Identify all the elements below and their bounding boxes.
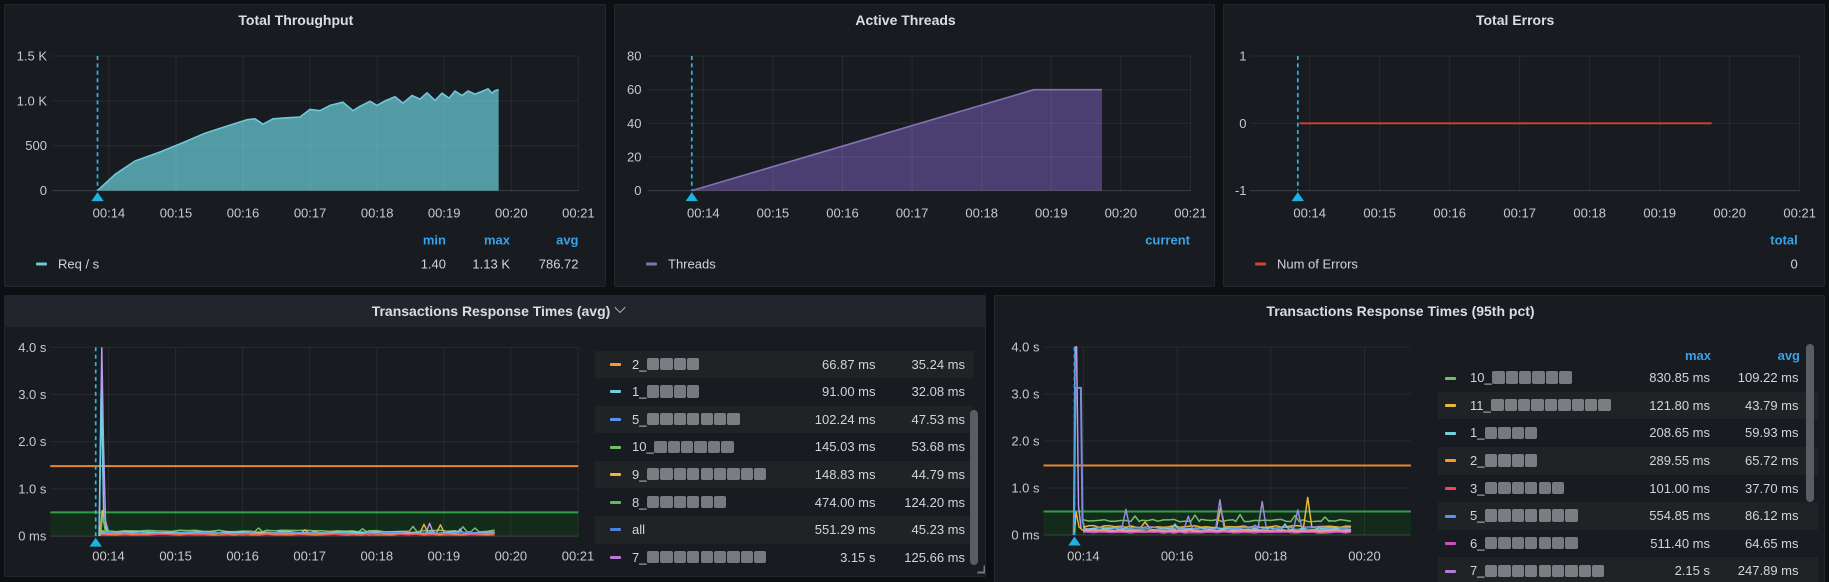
- svg-text:Threads: Threads: [668, 257, 716, 272]
- svg-text:20: 20: [627, 149, 641, 164]
- svg-text:00:14: 00:14: [1294, 206, 1327, 221]
- svg-text:00:18: 00:18: [1574, 206, 1607, 221]
- svg-text:00:16: 00:16: [227, 206, 260, 221]
- svg-text:00:15: 00:15: [160, 206, 193, 221]
- svg-text:min: min: [423, 233, 446, 248]
- svg-text:00:21: 00:21: [1784, 206, 1817, 221]
- svg-text:00:15: 00:15: [756, 206, 789, 221]
- svg-text:1.13 K: 1.13 K: [472, 257, 510, 272]
- svg-text:avg: avg: [556, 233, 578, 248]
- svg-text:500: 500: [25, 138, 47, 153]
- svg-text:current: current: [1145, 233, 1190, 248]
- svg-text:00:21: 00:21: [562, 548, 595, 563]
- svg-text:60: 60: [627, 82, 641, 97]
- svg-text:2.0 s: 2.0 s: [18, 434, 47, 449]
- svg-text:00:14: 00:14: [687, 206, 720, 221]
- svg-text:0 ms: 0 ms: [18, 528, 47, 543]
- svg-text:00:15: 00:15: [159, 548, 192, 563]
- svg-text:00:14: 00:14: [92, 548, 125, 563]
- svg-text:00:19: 00:19: [1644, 206, 1677, 221]
- svg-text:3.0 s: 3.0 s: [1011, 386, 1040, 401]
- svg-text:00:19: 00:19: [428, 548, 461, 563]
- svg-text:00:15: 00:15: [1364, 206, 1397, 221]
- svg-text:Num of Errors: Num of Errors: [1277, 257, 1358, 272]
- svg-text:0 ms: 0 ms: [1011, 527, 1040, 542]
- svg-text:1.40: 1.40: [421, 257, 446, 272]
- svg-text:00:18: 00:18: [361, 548, 394, 563]
- svg-text:Req / s: Req / s: [58, 257, 100, 272]
- svg-text:4.0 s: 4.0 s: [1011, 339, 1040, 354]
- svg-text:4.0 s: 4.0 s: [18, 339, 47, 354]
- svg-text:00:18: 00:18: [1255, 548, 1288, 563]
- svg-text:80: 80: [627, 49, 641, 64]
- svg-text:0: 0: [40, 183, 47, 198]
- svg-text:00:18: 00:18: [361, 206, 394, 221]
- svg-text:00:14: 00:14: [1067, 548, 1100, 563]
- svg-text:00:14: 00:14: [93, 206, 126, 221]
- svg-text:total: total: [1771, 233, 1798, 248]
- svg-text:00:21: 00:21: [1174, 206, 1207, 221]
- svg-text:00:17: 00:17: [1504, 206, 1537, 221]
- svg-text:00:17: 00:17: [294, 206, 327, 221]
- svg-text:0: 0: [1240, 116, 1247, 131]
- svg-text:1.0 s: 1.0 s: [1011, 480, 1040, 495]
- svg-text:00:19: 00:19: [428, 206, 461, 221]
- svg-text:00:17: 00:17: [896, 206, 929, 221]
- svg-text:00:16: 00:16: [226, 548, 259, 563]
- svg-text:00:16: 00:16: [1434, 206, 1467, 221]
- svg-text:00:19: 00:19: [1035, 206, 1068, 221]
- svg-text:3.0 s: 3.0 s: [18, 387, 47, 402]
- svg-text:00:16: 00:16: [826, 206, 859, 221]
- svg-text:00:16: 00:16: [1161, 548, 1194, 563]
- svg-text:1.0 s: 1.0 s: [18, 481, 47, 496]
- svg-text:1.5 K: 1.5 K: [17, 49, 48, 64]
- svg-text:-1: -1: [1235, 183, 1247, 198]
- svg-text:2.0 s: 2.0 s: [1011, 433, 1040, 448]
- svg-text:00:20: 00:20: [495, 548, 528, 563]
- svg-text:00:20: 00:20: [1714, 206, 1747, 221]
- svg-text:0: 0: [634, 183, 641, 198]
- svg-text:00:17: 00:17: [293, 548, 326, 563]
- svg-text:max: max: [484, 233, 511, 248]
- svg-text:00:20: 00:20: [1348, 548, 1381, 563]
- svg-text:00:20: 00:20: [495, 206, 528, 221]
- svg-text:00:18: 00:18: [965, 206, 998, 221]
- svg-text:00:20: 00:20: [1104, 206, 1137, 221]
- svg-text:1: 1: [1240, 49, 1247, 64]
- svg-text:786.72: 786.72: [539, 257, 579, 272]
- svg-text:1.0 K: 1.0 K: [17, 93, 48, 108]
- svg-text:00:21: 00:21: [562, 206, 595, 221]
- svg-text:0: 0: [1791, 257, 1798, 272]
- svg-text:40: 40: [627, 116, 641, 131]
